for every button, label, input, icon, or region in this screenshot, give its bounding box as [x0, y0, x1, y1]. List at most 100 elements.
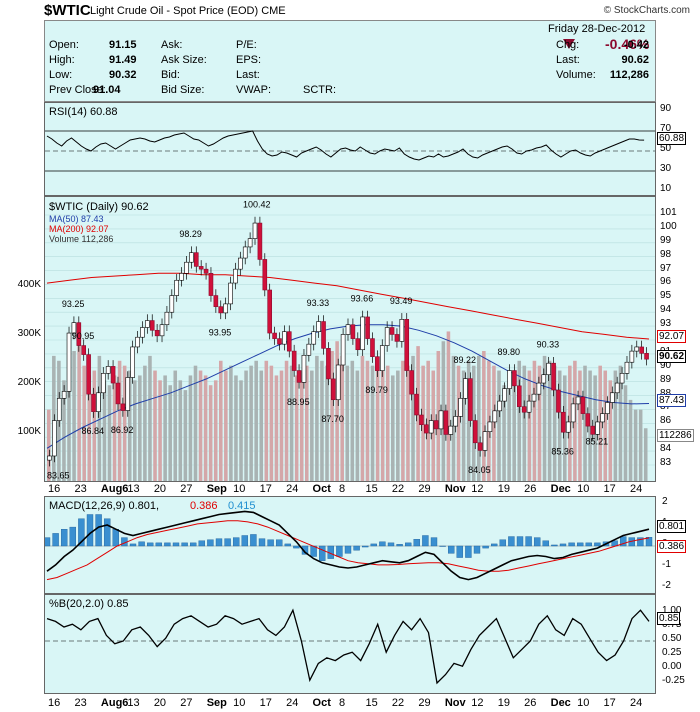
candle-body [154, 329, 160, 337]
candle-body [130, 346, 135, 378]
macd-histogram-bar [465, 545, 472, 558]
candle-body [56, 398, 62, 421]
candle-body [277, 338, 282, 345]
volume-bar [411, 355, 415, 481]
volume-bar [193, 365, 198, 481]
candle-body [590, 425, 596, 435]
macd-histogram-bar [129, 543, 137, 547]
candle-body [634, 346, 640, 352]
macd-histogram-bar [482, 545, 489, 549]
macd-histogram-bar [61, 529, 68, 547]
volume-bar [173, 370, 178, 481]
x-tick-label: 17 [259, 483, 272, 495]
pctb-tick: 0.25 [662, 647, 682, 658]
candle-body [120, 403, 126, 411]
candle-body [135, 336, 140, 348]
candle-body [487, 421, 493, 432]
price-tick: 84 [660, 443, 672, 455]
macd-tick: 2 [662, 496, 668, 507]
volume-bar [391, 375, 395, 481]
macd-histogram-bar [645, 537, 653, 547]
candle-body [394, 334, 400, 342]
pctb-label: %B(20,2.0) 0.85 [49, 598, 129, 610]
macd-histogram-bar [336, 545, 343, 557]
macd-histogram-bar [370, 543, 377, 547]
volume-tick: 200K [17, 377, 41, 389]
macd-histogram-bar [164, 542, 171, 547]
volume-bar [638, 409, 643, 481]
volume-bar [259, 370, 264, 481]
candle-body [551, 362, 556, 391]
volume-bar [633, 409, 638, 481]
macd-histogram-bar [516, 536, 524, 547]
volume-bar [517, 360, 522, 481]
volume-bar [482, 351, 486, 481]
candle-body [541, 374, 547, 384]
price-annotation: 86.84 [81, 426, 104, 436]
price-annotation: 90.33 [537, 340, 560, 350]
candle-body [497, 400, 503, 412]
candle-body [458, 398, 463, 417]
description-text: Light Crude Oil - Spot Price (EOD) [90, 5, 259, 17]
candle-body [164, 311, 170, 326]
x-tick-label: 27 [180, 483, 193, 495]
macd-histogram-bar [112, 529, 120, 547]
candle-body [115, 382, 121, 405]
candle-body [404, 319, 410, 371]
volume-bar [320, 360, 324, 481]
volume-bar [249, 365, 253, 481]
candle-body [61, 391, 67, 399]
candle-body [345, 324, 351, 335]
volume-bar [279, 370, 284, 481]
candle-body [443, 410, 449, 435]
quote-label: Last: [556, 54, 580, 66]
macd-histogram-bar [637, 537, 644, 547]
price-annotation: 88.95 [287, 397, 310, 407]
volume-bar [62, 380, 66, 481]
quote-label: Ask: [161, 39, 183, 51]
candle-body [286, 331, 292, 352]
candle-body [96, 392, 101, 412]
macd-histogram-bar [577, 542, 584, 547]
candle-body [561, 411, 566, 433]
rsi-tick: 90 [660, 103, 672, 114]
pctb-tick: 1.00 [662, 605, 682, 616]
description: Light Crude Oil - Spot Price (EOD) CME [90, 5, 286, 17]
macd-histogram-bar [146, 542, 154, 547]
rsi-value-tag: 60.88 [657, 132, 687, 146]
volume-bar [350, 360, 355, 481]
price-annotation: 98.29 [179, 229, 202, 239]
volume-bar [401, 360, 405, 481]
volume-bar [608, 380, 613, 481]
volume-bar [598, 365, 602, 481]
change-percent: -0.46% [605, 36, 650, 52]
price-tick: 97 [660, 262, 672, 274]
macd-histogram-bar [344, 545, 352, 554]
x-tick-label: Nov [444, 483, 466, 495]
price-panel: $WTIC (Daily) 90.62 MA(50) 87.43 MA(200) 9… [44, 196, 656, 482]
candle-body [66, 332, 72, 392]
candle-body [242, 246, 248, 259]
macd-histogram-bar [559, 543, 567, 547]
volume-tick: 400K [17, 279, 41, 291]
volume-bar [82, 365, 86, 481]
macd-histogram-value: 0.415 [228, 500, 256, 512]
macd-histogram-bar [405, 542, 412, 547]
macd-histogram-bar [491, 543, 498, 547]
x-tick-label: 15 [365, 697, 378, 709]
candle-body [140, 327, 145, 338]
quote-label: Chg: [556, 39, 580, 51]
volume-bar [133, 380, 137, 481]
volume-bar [502, 385, 506, 481]
price-annotation: 89.22 [453, 355, 476, 365]
price-annotation: 93.25 [62, 299, 85, 309]
quote-value: 91.49 [109, 54, 137, 66]
macd-histogram-bar [620, 536, 627, 547]
macd-histogram-bar [456, 545, 463, 558]
macd-histogram-bar [52, 533, 59, 547]
rsi-tick: 70 [660, 123, 672, 134]
rsi-line [46, 130, 645, 161]
rsi-panel: RSI(14) 60.88 [44, 102, 656, 196]
candle-body [512, 370, 517, 387]
